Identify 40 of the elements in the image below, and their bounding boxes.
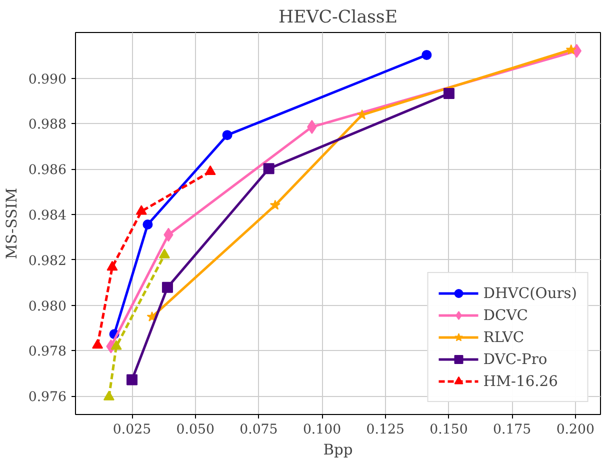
legend-label: HM-16.26 xyxy=(483,372,558,390)
legend-label: DHVC(Ours) xyxy=(483,284,577,302)
point xyxy=(126,374,138,386)
x-axis-title: Bpp xyxy=(323,442,353,458)
y-tick-label: 0.984 xyxy=(28,208,66,224)
legend-label: DCVC xyxy=(483,306,528,324)
y-tick-label: 0.986 xyxy=(28,163,66,178)
y-axis-title: MS-SSIM xyxy=(3,188,20,260)
y-tick-label: 0.980 xyxy=(28,299,66,314)
point xyxy=(142,220,153,230)
x-tick-label: 0.175 xyxy=(492,422,532,438)
point xyxy=(92,339,104,349)
point xyxy=(566,44,576,54)
point xyxy=(106,260,118,271)
x-tick-label: 0.100 xyxy=(302,422,342,438)
y-tick-label: 0.988 xyxy=(28,118,66,133)
point xyxy=(110,340,122,350)
y-tick-label: 0.978 xyxy=(28,344,66,360)
point xyxy=(158,248,170,258)
y-tick-label: 0.976 xyxy=(28,390,66,406)
x-tick-label: 0.125 xyxy=(366,422,404,438)
point xyxy=(422,50,432,60)
point xyxy=(162,282,173,293)
point xyxy=(103,390,114,400)
point xyxy=(204,165,216,176)
point xyxy=(263,163,274,174)
point xyxy=(222,130,232,140)
legend-label: RLVC xyxy=(483,328,524,346)
chart-title: HEVC-ClassE xyxy=(278,8,398,28)
y-tick-label: 0.982 xyxy=(28,254,66,269)
x-tick-label: 0.200 xyxy=(556,422,594,438)
x-tick-label: 0.150 xyxy=(430,422,468,438)
legend-label: DVC-Pro xyxy=(483,350,548,368)
point xyxy=(270,200,280,210)
point xyxy=(136,205,147,215)
x-tick-label: 0.075 xyxy=(240,422,278,438)
x-tick-label: 0.025 xyxy=(112,422,152,438)
y-tick-label: 0.990 xyxy=(28,72,66,88)
point xyxy=(443,88,454,100)
x-tick-label: 0.050 xyxy=(176,422,214,438)
